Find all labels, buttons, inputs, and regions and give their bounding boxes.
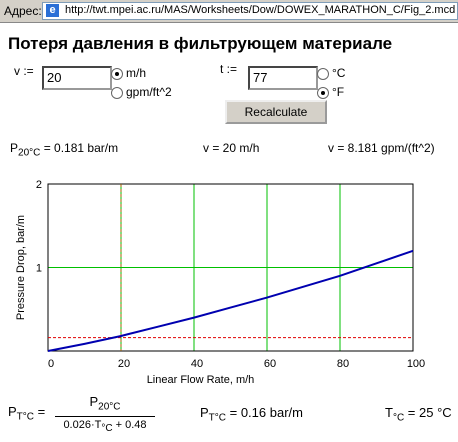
radio-label: °F (332, 85, 345, 99)
temperature: T°C = 25 °C (385, 405, 452, 424)
formula-result: PT°C = 0.16 bar/m (200, 405, 303, 424)
symbol: 0.026·T (63, 419, 102, 431)
text: = (34, 404, 46, 419)
symbol: P (89, 394, 99, 409)
t-label: t := (220, 62, 238, 76)
v-input[interactable]: 20 (42, 66, 112, 90)
y-axis-label: Pressure Drop, bar/m (15, 215, 27, 320)
subscript: 20°C (98, 401, 121, 413)
address-bar: Адрес: e http://twt.mpei.ac.ru/MAS/Works… (0, 0, 458, 23)
result: P20°C = 0.181 bar/m (10, 141, 118, 158)
radio-button[interactable] (111, 87, 123, 99)
page-title: Потеря давления в фильтрующем материале (8, 34, 393, 53)
text: = 0.181 bar/m (40, 141, 119, 155)
address-field[interactable]: e http://twt.mpei.ac.ru/MAS/Worksheets/D… (42, 2, 458, 20)
url: http://twt.mpei.ac.ru/MAS/Worksheets/Dow… (65, 4, 456, 16)
recalculate-button[interactable]: Recalculate (225, 100, 327, 124)
subscript: T°C (208, 412, 227, 424)
radio-button[interactable] (317, 87, 329, 99)
page-icon: e (46, 4, 59, 17)
data-line (47, 249, 414, 352)
x-tick-label: 0 (48, 358, 54, 370)
y-tick-label: 1 (36, 263, 42, 275)
fraction-line (55, 416, 155, 417)
formula-numerator: P20°C (55, 394, 155, 413)
plot-frame (47, 183, 414, 352)
result: v = 8.181 gpm/(ft^2) (328, 141, 435, 155)
subscript: °C (392, 412, 405, 424)
x-tick-label: 80 (337, 358, 349, 370)
subscript: °C (101, 423, 113, 435)
subscript: T°C (16, 411, 35, 423)
symbol: P (10, 141, 19, 155)
t-input[interactable]: 77 (248, 66, 318, 90)
formula-denominator: 0.026·T°C + 0.48 (55, 419, 155, 434)
text: = 25 °C (404, 405, 452, 420)
x-axis-label: Linear Flow Rate, m/h (147, 374, 255, 386)
symbol: v = 20 m/h (203, 141, 260, 155)
radio-button[interactable] (317, 68, 329, 80)
radio-label: m/h (126, 66, 147, 80)
text: = 0.16 bar/m (226, 405, 303, 420)
radio-button[interactable] (111, 68, 123, 80)
symbol: P (8, 404, 17, 419)
result: v = 20 m/h (203, 141, 259, 155)
symbol: T (385, 405, 393, 420)
v-label: v := (14, 64, 34, 78)
y-tick-label: 2 (36, 179, 42, 191)
x-tick-label: 40 (191, 358, 203, 370)
chart: 0 20 40 60 80 100 1 2 Linear Flow Rate, m/h Press… (15, 179, 425, 386)
radio-label: °C (332, 66, 346, 80)
symbol: P (200, 405, 209, 420)
x-tick-label: 60 (264, 358, 276, 370)
formula-lhs: PT°C = (8, 404, 45, 423)
radio-label: gpm/ft^2 (126, 85, 172, 99)
x-tick-label: 100 (407, 358, 425, 370)
x-tick-label: 20 (118, 358, 130, 370)
subscript: 20°C (18, 147, 41, 159)
text: + 0.48 (112, 419, 147, 431)
address-label: Адрес: (4, 4, 42, 18)
symbol: v = 8.181 gpm/(ft^2) (328, 141, 435, 155)
